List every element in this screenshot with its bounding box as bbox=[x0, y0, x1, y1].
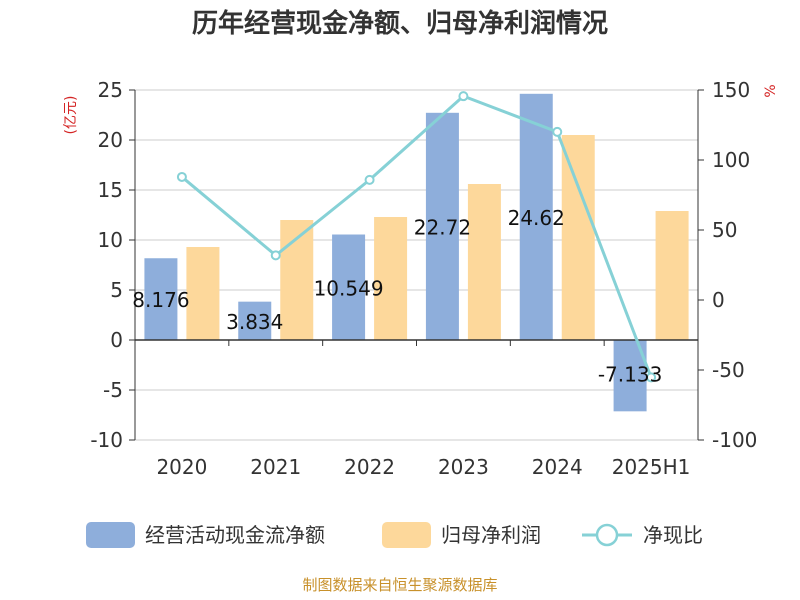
legend-swatch-ratio-marker bbox=[595, 523, 619, 547]
right-tick-label: 150 bbox=[712, 78, 750, 102]
right-tick-label: 50 bbox=[712, 218, 737, 242]
data-labels: 8.176 3.834 10.549 22.72 24.62 -7.133 bbox=[132, 206, 662, 387]
category-label: 2020 bbox=[156, 455, 207, 479]
bar-cashflow bbox=[238, 301, 272, 340]
left-tick-label: -5 bbox=[103, 378, 123, 402]
bar-profit bbox=[467, 184, 501, 340]
gridlines bbox=[135, 89, 698, 441]
left-tick-label: 15 bbox=[98, 178, 123, 202]
bar-profit bbox=[186, 247, 220, 340]
category-label: 2024 bbox=[532, 455, 583, 479]
ratio-point bbox=[552, 126, 563, 137]
bar-profit bbox=[374, 217, 408, 340]
ratio-point bbox=[176, 171, 187, 182]
ratio-point bbox=[270, 250, 281, 261]
right-tick-label: 0 bbox=[712, 288, 725, 312]
category-label: 2022 bbox=[344, 455, 395, 479]
bar-cashflow bbox=[519, 93, 553, 340]
ratio-line bbox=[176, 91, 657, 383]
bar-profit bbox=[561, 135, 595, 340]
right-tick-label: -50 bbox=[712, 358, 745, 382]
category-label: 2025H1 bbox=[612, 455, 691, 479]
right-axis-unit: % bbox=[763, 84, 779, 97]
bar-value-label: -7.133 bbox=[598, 363, 662, 387]
legend-label-profit: 归母净利润 bbox=[441, 523, 541, 547]
legend-label-cashflow: 经营活动现金流净额 bbox=[145, 523, 325, 547]
legend-swatch-profit bbox=[382, 522, 431, 548]
right-tick-label: 100 bbox=[712, 148, 750, 172]
bar-cashflow bbox=[425, 112, 459, 340]
category-label: 2021 bbox=[250, 455, 301, 479]
source-note: 制图数据来自恒生聚源数据库 bbox=[302, 576, 497, 594]
left-tick-label: 20 bbox=[98, 128, 123, 152]
right-tick-label: -100 bbox=[712, 428, 757, 452]
bar-value-label: 3.834 bbox=[226, 310, 283, 334]
legend-label-ratio: 净现比 bbox=[643, 523, 703, 547]
ratio-point bbox=[458, 91, 469, 102]
bar-value-label: 24.62 bbox=[508, 206, 565, 230]
left-tick-label: 10 bbox=[98, 228, 123, 252]
ratio-line-path bbox=[180, 94, 653, 378]
bar-value-label: 10.549 bbox=[314, 276, 384, 300]
bar-cashflow bbox=[144, 258, 178, 340]
left-tick-label: 0 bbox=[110, 328, 123, 352]
left-tick-label: 5 bbox=[110, 278, 123, 302]
bar-value-label: 22.72 bbox=[414, 215, 471, 239]
left-axis-unit: (亿元) bbox=[63, 96, 79, 135]
bar-cashflow bbox=[332, 234, 366, 340]
legend-swatch-cashflow bbox=[86, 522, 135, 548]
category-label: 2023 bbox=[438, 455, 489, 479]
bar-profit bbox=[655, 211, 689, 340]
bars bbox=[144, 93, 689, 412]
chart-title: 历年经营现金净额、归母净利润情况 bbox=[192, 8, 608, 39]
ratio-point bbox=[364, 174, 375, 185]
left-tick-label: -10 bbox=[90, 428, 123, 452]
left-tick-label: 25 bbox=[98, 78, 123, 102]
ratio-point bbox=[646, 372, 657, 383]
bar-value-label: 8.176 bbox=[132, 288, 189, 312]
legend: 经营活动现金流净额 归母净利润 净现比 bbox=[86, 522, 703, 548]
